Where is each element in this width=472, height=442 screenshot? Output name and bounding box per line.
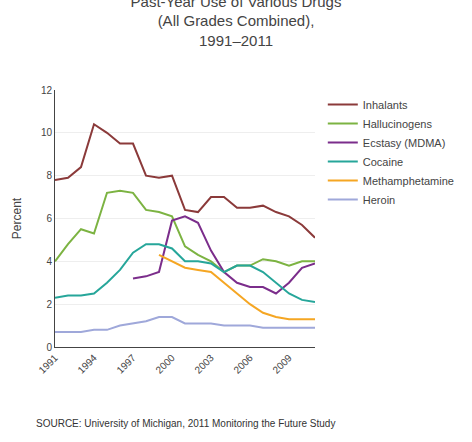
svg-text:Cocaine: Cocaine bbox=[363, 156, 403, 168]
svg-text:1994: 1994 bbox=[75, 352, 99, 376]
svg-text:Ecstasy (MDMA): Ecstasy (MDMA) bbox=[363, 137, 446, 149]
svg-text:Past-Year Use of Various Drugs: Past-Year Use of Various Drugs(All Grade… bbox=[131, 0, 342, 49]
svg-text:Inhalants: Inhalants bbox=[363, 99, 408, 111]
svg-text:12: 12 bbox=[41, 85, 53, 96]
svg-text:Heroin: Heroin bbox=[363, 194, 395, 206]
svg-text:6: 6 bbox=[46, 213, 52, 224]
svg-text:1997: 1997 bbox=[114, 352, 138, 376]
svg-text:10: 10 bbox=[41, 127, 53, 138]
svg-text:2009: 2009 bbox=[270, 352, 294, 376]
svg-text:Percent: Percent bbox=[10, 197, 24, 239]
svg-text:SOURCE: University of Michigan: SOURCE: University of Michigan, 2011 Mon… bbox=[36, 418, 335, 429]
svg-text:1991: 1991 bbox=[36, 352, 60, 376]
svg-text:Methamphetamine: Methamphetamine bbox=[363, 175, 454, 187]
svg-text:0: 0 bbox=[46, 342, 52, 353]
svg-text:2000: 2000 bbox=[153, 352, 177, 376]
svg-text:2006: 2006 bbox=[231, 352, 255, 376]
svg-text:8: 8 bbox=[46, 170, 52, 181]
svg-text:4: 4 bbox=[46, 256, 52, 267]
svg-text:2: 2 bbox=[46, 299, 52, 310]
svg-text:2003: 2003 bbox=[192, 352, 216, 376]
svg-text:Hallucinogens: Hallucinogens bbox=[363, 118, 433, 130]
